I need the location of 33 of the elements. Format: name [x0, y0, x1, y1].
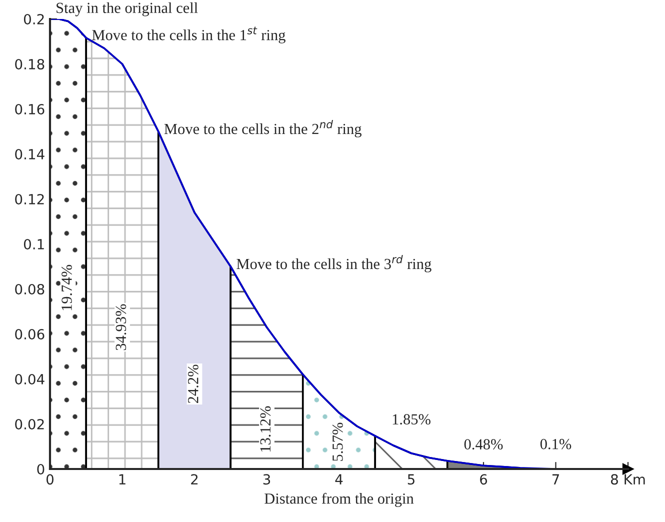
y-tick-label: 0.12 — [15, 194, 44, 204]
annotation: 19.74% — [62, 264, 72, 310]
x-tick-label: 8 Km — [611, 474, 645, 485]
x-tick-label: 6 — [480, 474, 488, 485]
annotation: 34.93% — [116, 304, 126, 350]
y-tick-label: 0.2 — [24, 14, 44, 24]
y-tick-label: 0.06 — [15, 328, 44, 340]
x-tick-label: 3 — [263, 474, 270, 485]
annotation: Move to the cells in the 1$^{st}$ ring — [92, 26, 286, 44]
x-tick-label: 4 — [335, 474, 343, 484]
annotation: 1.85% — [392, 414, 430, 425]
annotation: 5.57% — [332, 422, 343, 461]
annotation: 24.2% — [188, 364, 198, 404]
y-tick-label: 0 — [37, 464, 44, 474]
annotation: 0.1% — [540, 438, 572, 450]
y-tick-label: 0.14 — [15, 148, 44, 160]
x-tick-label: 2 — [191, 474, 198, 484]
x-tick-label: 7 — [552, 474, 559, 484]
x-tick-label: 1 — [119, 474, 126, 484]
y-tick-label: 0.02 — [15, 418, 44, 430]
x-tick-label: 5 — [408, 474, 414, 485]
y-tick-label: 0.1 — [24, 238, 44, 250]
y-tick-label: 0.16 — [15, 104, 44, 114]
y-tick-label: 0.04 — [15, 374, 44, 384]
y-tick-label: 0.18 — [15, 58, 44, 70]
annotation: 0.48% — [464, 439, 503, 450]
annotation: Stay in the original cell — [56, 2, 198, 16]
y-tick-label: 0.08 — [15, 284, 44, 294]
annotation: Move to the cells in the 3$^{rd}$ ring — [236, 255, 432, 272]
x-tick-label: 0 — [46, 474, 54, 485]
annotation: Move to the cells in the 2$^{nd}$ ring — [164, 120, 362, 138]
annotation: 13.12% — [260, 406, 271, 452]
x-axis-title: Distance from the origin — [264, 492, 414, 507]
